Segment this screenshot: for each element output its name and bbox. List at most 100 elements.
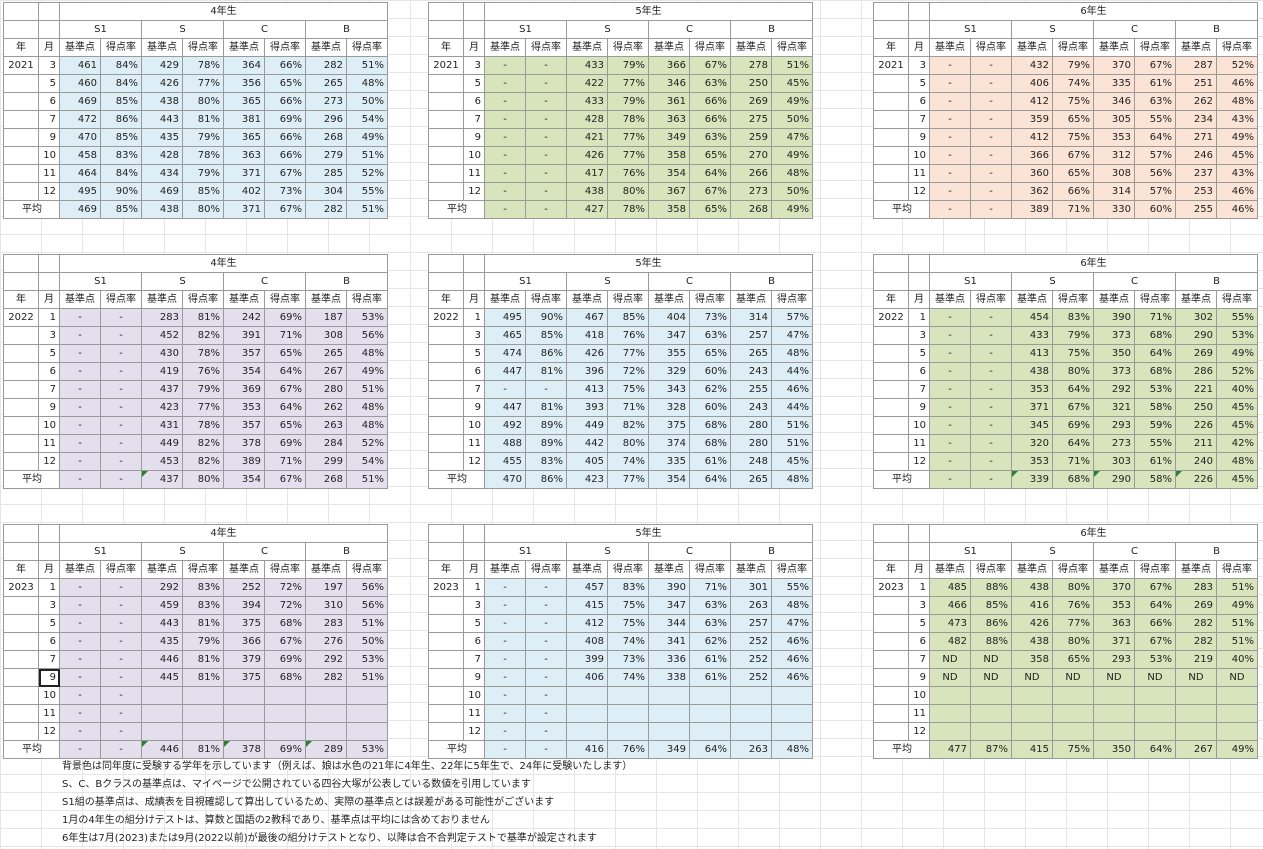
average-cell[interactable]: - — [929, 200, 971, 219]
value-cell[interactable]: - — [100, 452, 142, 471]
value-cell[interactable]: 81% — [182, 110, 224, 129]
value-cell[interactable]: 378 — [223, 434, 265, 453]
rate-header[interactable]: 得点率 — [346, 38, 388, 57]
value-cell[interactable]: 276 — [305, 632, 347, 651]
value-cell[interactable]: - — [970, 416, 1012, 435]
blank-cell[interactable] — [3, 2, 39, 21]
value-cell[interactable]: ND — [1134, 668, 1176, 687]
year-cell[interactable] — [873, 182, 909, 201]
value-cell[interactable]: - — [525, 380, 567, 399]
value-cell[interactable]: 81% — [182, 650, 224, 669]
value-cell[interactable]: - — [484, 668, 526, 687]
value-cell[interactable]: 64% — [1052, 380, 1094, 399]
value-cell[interactable]: - — [484, 164, 526, 183]
group-header[interactable]: C — [648, 272, 731, 291]
value-cell[interactable]: 80% — [1052, 578, 1094, 597]
value-cell[interactable]: 364 — [223, 56, 265, 75]
year-cell[interactable] — [873, 344, 909, 363]
month-header[interactable]: 月 — [908, 38, 930, 57]
month-cell[interactable]: 3 — [38, 56, 60, 75]
month-cell[interactable]: 12 — [908, 722, 930, 741]
average-cell[interactable]: 87% — [970, 740, 1012, 759]
value-cell[interactable]: ND — [970, 668, 1012, 687]
year-cell[interactable] — [428, 434, 464, 453]
value-cell[interactable]: 80% — [1052, 362, 1094, 381]
kijun-header[interactable]: 基準点 — [305, 560, 347, 579]
value-cell[interactable]: - — [100, 326, 142, 345]
year-cell[interactable] — [428, 74, 464, 93]
kijun-header[interactable]: 基準点 — [566, 560, 608, 579]
month-cell[interactable]: 9 — [38, 668, 60, 687]
month-cell[interactable]: 10 — [908, 686, 930, 705]
value-cell[interactable]: 51% — [771, 56, 813, 75]
year-cell[interactable] — [873, 650, 909, 669]
value-cell[interactable]: 48% — [346, 398, 388, 417]
kijun-header[interactable]: 基準点 — [1011, 290, 1053, 309]
value-cell[interactable]: 49% — [771, 146, 813, 165]
year-cell[interactable] — [428, 344, 464, 363]
value-cell[interactable] — [607, 704, 649, 723]
value-cell[interactable] — [730, 704, 772, 723]
value-cell[interactable]: 390 — [1093, 308, 1135, 327]
group-header[interactable]: B — [730, 272, 813, 291]
value-cell[interactable]: 495 — [484, 308, 526, 327]
month-header[interactable]: 月 — [463, 560, 485, 579]
value-cell[interactable]: 52% — [1216, 362, 1258, 381]
value-cell[interactable]: 83% — [182, 578, 224, 597]
value-cell[interactable]: 55% — [1134, 110, 1176, 129]
value-cell[interactable]: 433 — [566, 56, 608, 75]
value-cell[interactable]: 61% — [689, 650, 731, 669]
value-cell[interactable]: - — [970, 128, 1012, 147]
value-cell[interactable]: 363 — [1093, 614, 1135, 633]
year-cell[interactable] — [873, 362, 909, 381]
average-label[interactable]: 平均 — [3, 470, 60, 489]
value-cell[interactable]: 85% — [970, 596, 1012, 615]
average-cell[interactable]: 75% — [1052, 740, 1094, 759]
value-cell[interactable]: 75% — [1052, 344, 1094, 363]
value-cell[interactable]: 381 — [223, 110, 265, 129]
value-cell[interactable]: - — [929, 56, 971, 75]
value-cell[interactable]: 375 — [223, 614, 265, 633]
value-cell[interactable]: 283 — [141, 308, 183, 327]
value-cell[interactable]: 286 — [1175, 362, 1217, 381]
average-cell[interactable]: - — [484, 740, 526, 759]
value-cell[interactable]: 370 — [1093, 578, 1135, 597]
average-cell[interactable]: 86% — [525, 470, 567, 489]
value-cell[interactable]: 71% — [264, 452, 306, 471]
value-cell[interactable]: - — [525, 632, 567, 651]
rate-header[interactable]: 得点率 — [264, 560, 306, 579]
value-cell[interactable]: - — [100, 380, 142, 399]
value-cell[interactable]: - — [484, 632, 526, 651]
value-cell[interactable]: 57% — [1134, 146, 1176, 165]
value-cell[interactable]: 349 — [648, 128, 690, 147]
group-header[interactable]: S1 — [929, 542, 1012, 561]
value-cell[interactable]: - — [100, 362, 142, 381]
value-cell[interactable]: 413 — [1011, 344, 1053, 363]
value-cell[interactable] — [141, 704, 183, 723]
value-cell[interactable]: - — [484, 92, 526, 111]
value-cell[interactable]: 78% — [182, 56, 224, 75]
value-cell[interactable]: 292 — [141, 578, 183, 597]
value-cell[interactable]: - — [59, 722, 101, 741]
value-cell[interactable]: 82% — [182, 434, 224, 453]
value-cell[interactable]: 314 — [1093, 182, 1135, 201]
value-cell[interactable]: 353 — [1093, 128, 1135, 147]
month-cell[interactable]: 11 — [908, 434, 930, 453]
value-cell[interactable]: - — [929, 416, 971, 435]
value-cell[interactable]: 495 — [59, 182, 101, 201]
average-cell[interactable]: 427 — [566, 200, 608, 219]
average-label[interactable]: 平均 — [873, 740, 930, 759]
blank-cell[interactable] — [873, 542, 909, 561]
value-cell[interactable]: 492 — [484, 416, 526, 435]
value-cell[interactable]: 85% — [100, 92, 142, 111]
value-cell[interactable]: 262 — [305, 398, 347, 417]
value-cell[interactable] — [970, 704, 1012, 723]
group-header[interactable]: S — [141, 272, 224, 291]
group-header[interactable]: S — [566, 542, 649, 561]
group-header[interactable]: B — [1175, 542, 1258, 561]
value-cell[interactable]: 465 — [484, 326, 526, 345]
month-cell[interactable]: 6 — [463, 632, 485, 651]
value-cell[interactable]: 72% — [607, 362, 649, 381]
value-cell[interactable]: - — [929, 398, 971, 417]
blank-cell[interactable] — [873, 2, 909, 21]
